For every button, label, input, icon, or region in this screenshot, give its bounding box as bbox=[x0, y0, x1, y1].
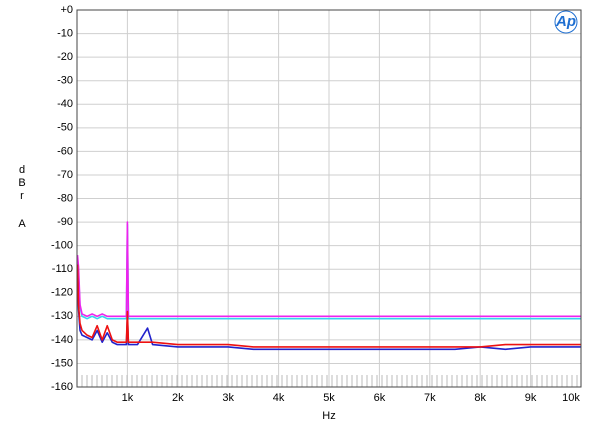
y-tick-label: -80 bbox=[57, 192, 73, 204]
grid bbox=[77, 9, 582, 388]
y-axis-unit: A bbox=[18, 218, 26, 230]
series-line bbox=[76, 269, 581, 351]
y-tick-label: -40 bbox=[57, 98, 73, 110]
y-tick-label: -120 bbox=[51, 287, 73, 299]
y-tick-label: -10 bbox=[57, 27, 73, 39]
logo: Ap bbox=[555, 13, 576, 30]
y-tick-label: +0 bbox=[60, 4, 73, 16]
series-line bbox=[76, 221, 581, 318]
y-tick-label: -100 bbox=[51, 240, 73, 252]
y-axis-label: dBr bbox=[18, 164, 26, 202]
y-tick-label: -140 bbox=[51, 334, 73, 346]
series-line bbox=[76, 264, 581, 348]
x-tick-label: 2k bbox=[172, 392, 184, 404]
y-tick-label: -50 bbox=[57, 122, 73, 134]
y-tick-label: -90 bbox=[57, 216, 73, 228]
x-tick-label: 1k bbox=[122, 392, 134, 404]
x-tick-label: 9k bbox=[525, 392, 537, 404]
x-tick-label: 5k bbox=[323, 392, 335, 404]
x-tick-label: 3k bbox=[222, 392, 234, 404]
x-tick-label: 7k bbox=[424, 392, 436, 404]
y-tick-label: -70 bbox=[57, 169, 73, 181]
logo-ring bbox=[554, 10, 578, 34]
y-tick-label: -110 bbox=[52, 263, 73, 275]
y-tick-label: -60 bbox=[57, 145, 73, 157]
x-axis-label: Hz bbox=[322, 410, 335, 422]
x-tick-label: 4k bbox=[273, 392, 285, 404]
lines bbox=[76, 221, 581, 351]
y-tick-label: -160 bbox=[51, 381, 73, 393]
x-tick-label: 8k bbox=[474, 392, 486, 404]
plot-border bbox=[76, 9, 582, 388]
y-tick-label: -20 bbox=[57, 51, 73, 63]
x-tick-label: 6k bbox=[374, 392, 386, 404]
series-line bbox=[76, 223, 581, 320]
x-tick-label: 10k bbox=[562, 392, 580, 404]
y-tick-label: -130 bbox=[51, 310, 73, 322]
y-tick-label: -30 bbox=[57, 75, 73, 87]
y-tick-label: -150 bbox=[51, 357, 73, 369]
